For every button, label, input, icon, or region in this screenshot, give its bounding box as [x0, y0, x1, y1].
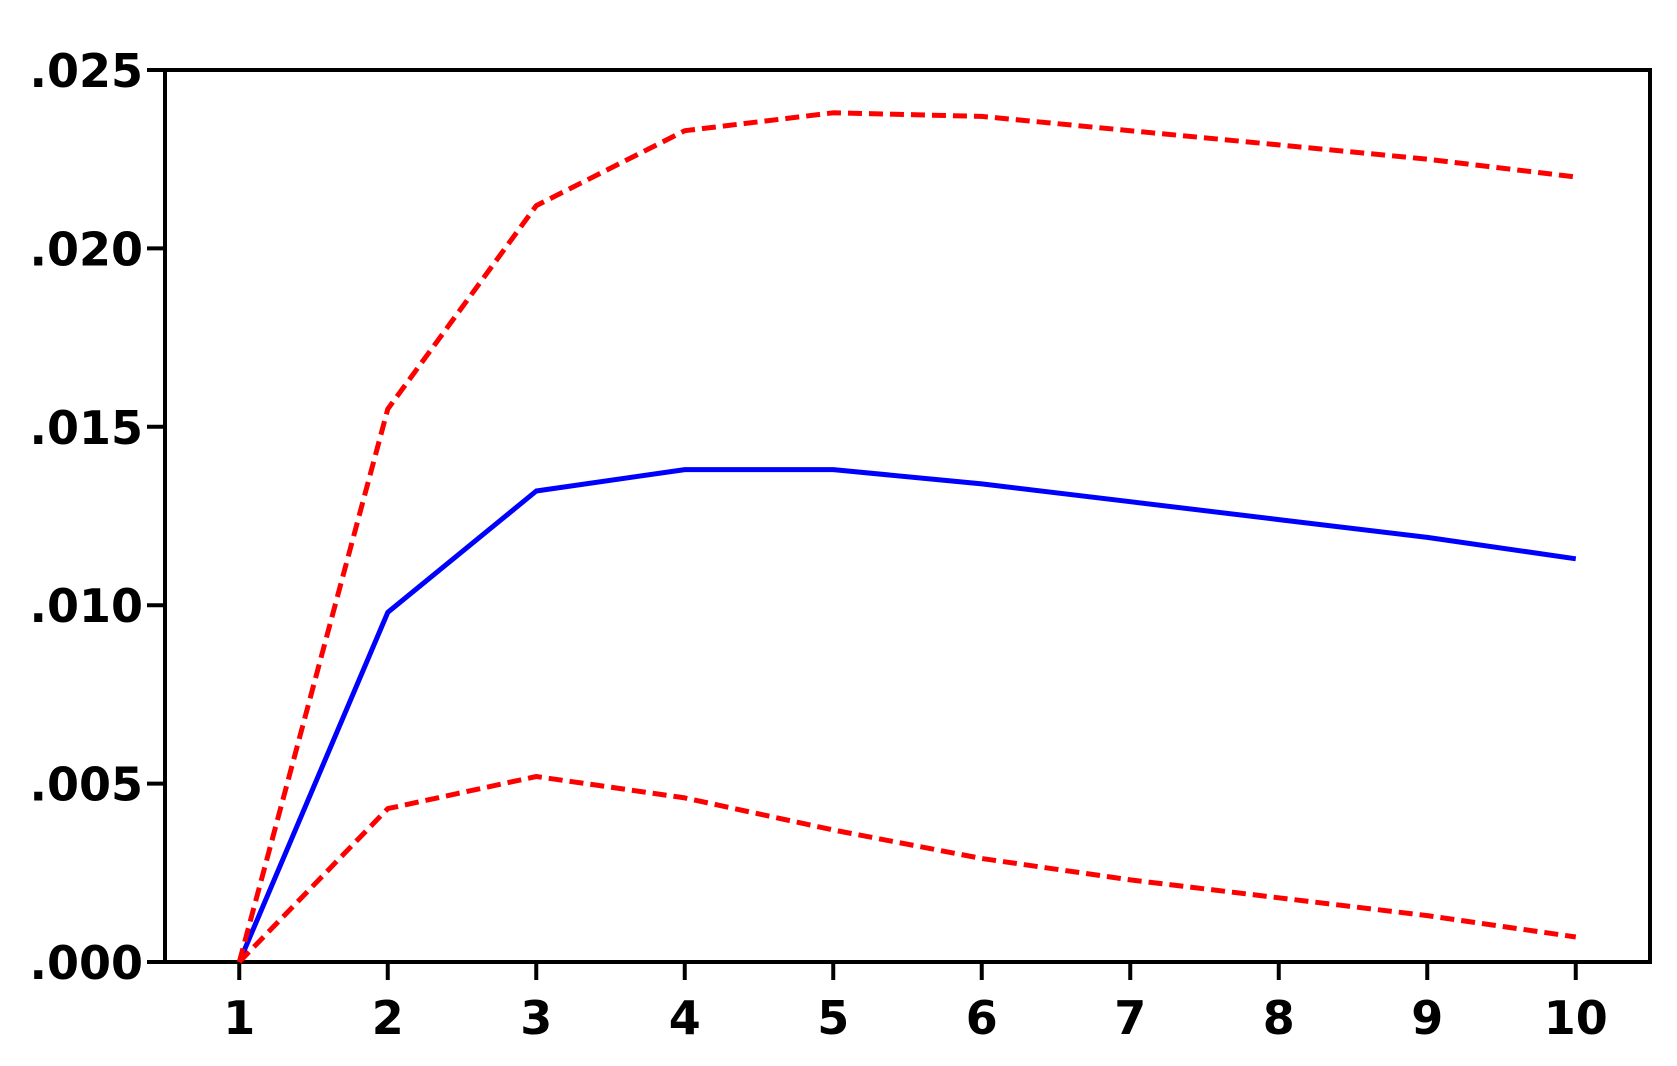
y-tick-label: .010 — [30, 579, 144, 633]
x-tick-label: 1 — [223, 991, 255, 1045]
y-axis: .000 .005 .010 .015 .020 .025 — [30, 44, 165, 990]
x-tick-label: 2 — [372, 991, 404, 1045]
x-tick-label: 6 — [966, 991, 998, 1045]
x-tick-label: 9 — [1411, 991, 1443, 1045]
y-tick-label: .020 — [30, 222, 144, 276]
x-tick-label: 7 — [1114, 991, 1146, 1045]
lower-band-line — [237, 774, 1577, 964]
response-line — [236, 467, 1577, 963]
upper-band-line — [236, 110, 1577, 963]
y-tick-label: .015 — [30, 401, 144, 455]
x-tick-label: 10 — [1544, 991, 1608, 1045]
y-tick-label: .005 — [30, 758, 144, 812]
x-axis: 1 2 3 4 5 6 7 8 9 10 — [223, 962, 1608, 1045]
series-layer — [236, 110, 1577, 964]
x-tick-label: 5 — [817, 991, 849, 1045]
x-tick-label: 8 — [1263, 991, 1295, 1045]
y-tick-label: .025 — [30, 44, 144, 98]
y-tick-label: .000 — [30, 936, 144, 990]
x-tick-label: 4 — [669, 991, 701, 1045]
plot-frame — [163, 68, 1652, 964]
x-tick-label: 3 — [520, 991, 552, 1045]
